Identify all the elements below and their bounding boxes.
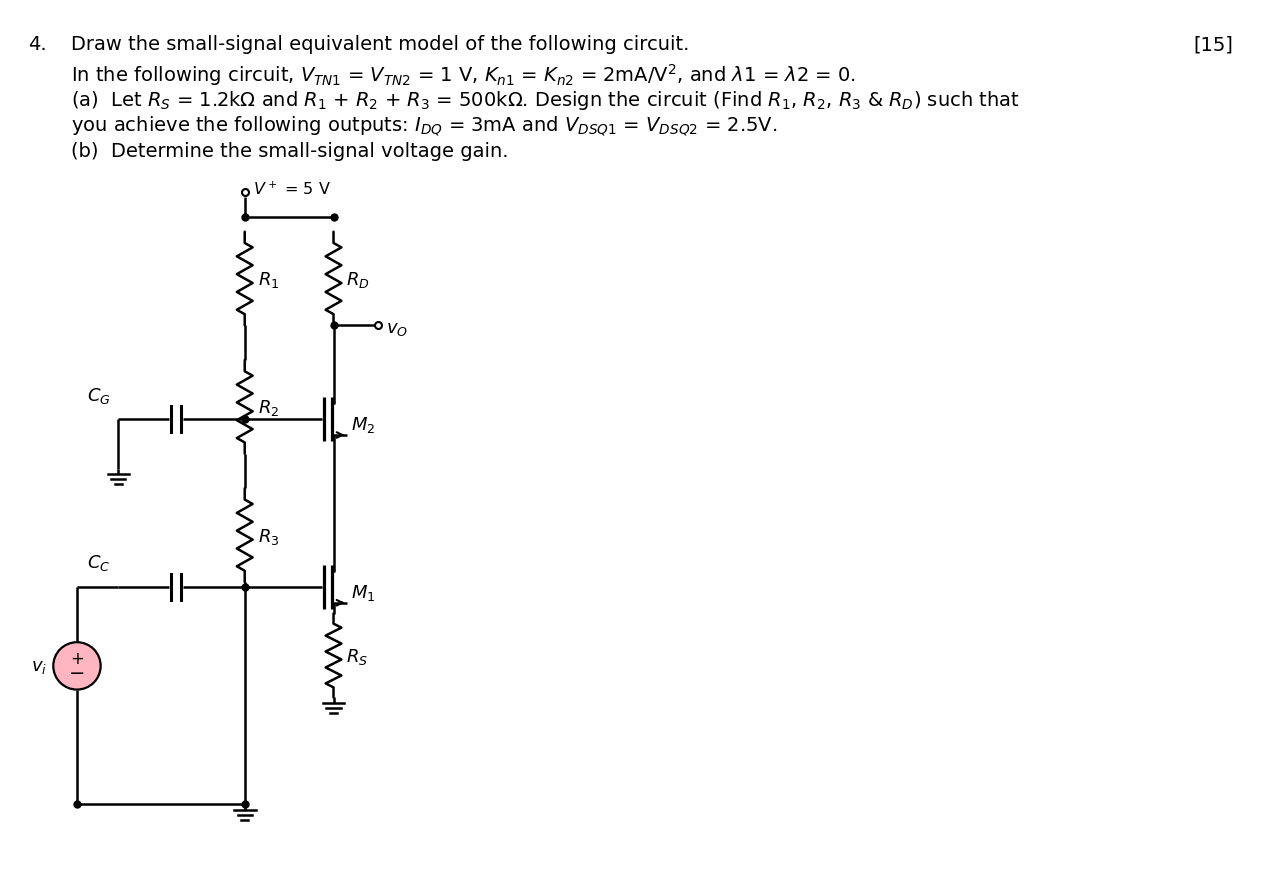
Text: Draw the small-signal equivalent model of the following circuit.: Draw the small-signal equivalent model o…: [72, 36, 689, 54]
Text: +: +: [70, 649, 84, 667]
Circle shape: [54, 642, 101, 690]
Text: $M_1$: $M_1$: [351, 582, 376, 602]
Text: 4.: 4.: [28, 36, 46, 54]
Text: $R_1$: $R_1$: [258, 269, 279, 289]
Text: In the following circuit, $V_{TN1}$ = $V_{TN2}$ = 1 V, $K_{n1}$ = $K_{n2}$ = 2mA: In the following circuit, $V_{TN1}$ = $V…: [72, 62, 856, 88]
Text: $M_2$: $M_2$: [351, 415, 376, 434]
Text: [15]: [15]: [1194, 36, 1233, 54]
Text: $C_G$: $C_G$: [87, 385, 110, 405]
Text: −: −: [69, 664, 86, 682]
Text: $v_O$: $v_O$: [386, 320, 408, 338]
Text: $R_2$: $R_2$: [258, 398, 279, 418]
Text: you achieve the following outputs: $I_{DQ}$ = 3mA and $V_{DSQ1}$ = $V_{DSQ2}$ = : you achieve the following outputs: $I_{D…: [72, 116, 777, 138]
Text: (b)  Determine the small-signal voltage gain.: (b) Determine the small-signal voltage g…: [72, 142, 509, 161]
Text: $R_S$: $R_S$: [346, 647, 368, 667]
Text: $R_3$: $R_3$: [258, 526, 279, 546]
Text: (a)  Let $R_S$ = 1.2k$\Omega$ and $R_1$ + $R_2$ + $R_3$ = 500k$\Omega$. Design t: (a) Let $R_S$ = 1.2k$\Omega$ and $R_1$ +…: [72, 89, 1020, 111]
Text: $V^+$ = 5 V: $V^+$ = 5 V: [253, 180, 331, 197]
Text: $v_i$: $v_i$: [31, 657, 47, 675]
Text: $C_C$: $C_C$: [87, 553, 110, 573]
Text: $R_D$: $R_D$: [346, 269, 371, 289]
